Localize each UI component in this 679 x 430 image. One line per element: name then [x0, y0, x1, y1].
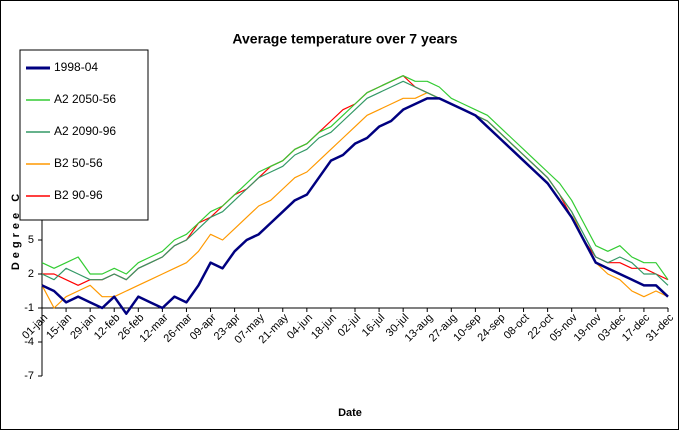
- legend-label: B2 90-96: [54, 188, 103, 202]
- y-tick-label: 5: [28, 234, 34, 246]
- y-tick-label: -4: [24, 336, 34, 348]
- series-line: [41, 97, 669, 315]
- legend-label: A2 2090-96: [54, 124, 116, 138]
- x-axis-title: Date: [338, 407, 362, 419]
- legend-label: A2 2050-56: [54, 92, 116, 106]
- y-tick-label: -7: [24, 370, 34, 382]
- chart-title: Average temperature over 7 years: [232, 31, 457, 47]
- y-axis-title: Degree C: [10, 190, 22, 270]
- legend-label: B2 50-56: [54, 156, 103, 170]
- series-line: [41, 75, 669, 281]
- y-tick-label: -1: [24, 302, 34, 314]
- legend-label: 1998-04: [54, 60, 98, 74]
- series-line: [41, 80, 669, 286]
- y-tick-label: 2: [28, 268, 34, 280]
- legend-box: [19, 49, 149, 221]
